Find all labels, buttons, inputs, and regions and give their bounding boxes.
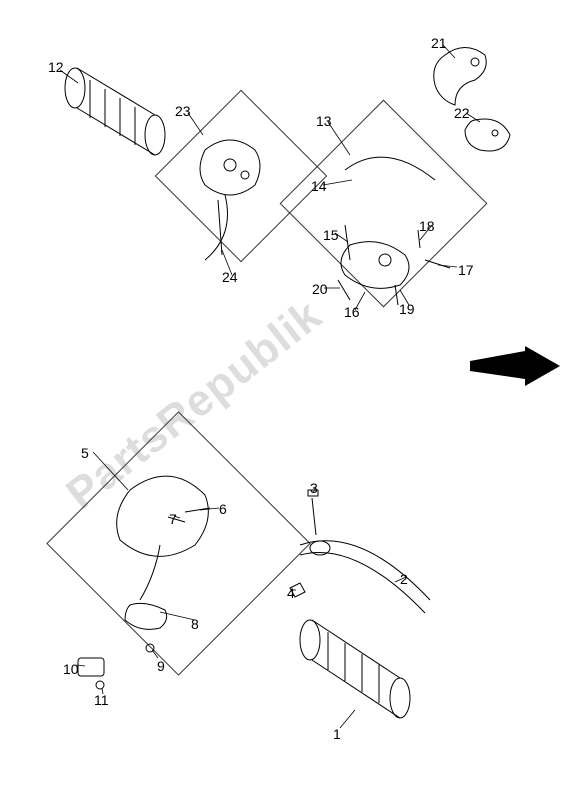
callout-11: 11 [94, 692, 109, 708]
callout-24: 24 [222, 269, 238, 285]
callout-17: 17 [458, 262, 474, 278]
parts-diagram: PartsRepublik [0, 0, 577, 800]
callout-20: 20 [312, 281, 328, 297]
part-sketches [0, 0, 577, 800]
group-box-3 [280, 100, 488, 308]
callout-8: 8 [191, 616, 199, 632]
callout-7: 7 [169, 511, 177, 527]
callout-6: 6 [219, 501, 227, 517]
callout-2: 2 [400, 571, 408, 587]
callout-1: 1 [333, 726, 341, 742]
callout-10: 10 [63, 661, 79, 677]
callout-9: 9 [157, 658, 165, 674]
callout-15: 15 [323, 227, 339, 243]
callout-5: 5 [81, 445, 89, 461]
callout-19: 19 [399, 301, 415, 317]
callout-16: 16 [344, 304, 360, 320]
callout-23: 23 [175, 103, 191, 119]
callout-3: 3 [310, 480, 318, 496]
direction-arrow-icon [470, 346, 560, 396]
callout-18: 18 [419, 218, 435, 234]
callout-21: 21 [431, 35, 447, 51]
callout-22: 22 [454, 105, 470, 121]
callout-4: 4 [287, 585, 295, 601]
callout-12: 12 [48, 59, 64, 75]
callout-14: 14 [311, 178, 327, 194]
callout-13: 13 [316, 113, 332, 129]
